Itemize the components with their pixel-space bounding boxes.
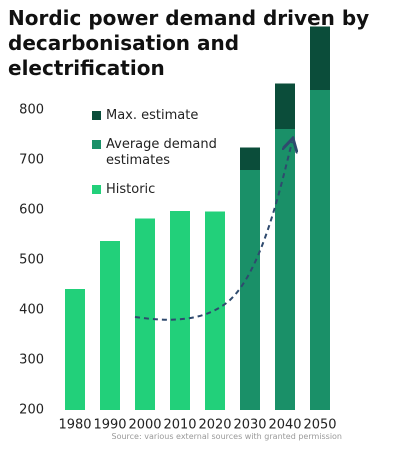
bar bbox=[170, 211, 190, 410]
bar bbox=[65, 289, 85, 410]
bar bbox=[275, 83, 295, 129]
y-tick-label: 400 bbox=[19, 303, 44, 318]
bar bbox=[275, 129, 295, 410]
x-tick-label: 2030 bbox=[233, 418, 266, 433]
x-tick-label: 2040 bbox=[268, 418, 301, 433]
bar bbox=[240, 147, 260, 170]
bar bbox=[310, 90, 330, 410]
chart-title: Nordic power demand driven by decarbonis… bbox=[8, 6, 370, 80]
legend: Max. estimate Average demand estimates His… bbox=[92, 108, 222, 211]
bar bbox=[135, 218, 155, 410]
legend-swatch bbox=[92, 185, 101, 194]
bar bbox=[240, 170, 260, 410]
legend-item: Max. estimate bbox=[92, 108, 222, 124]
x-tick-label: 2010 bbox=[163, 418, 196, 433]
trend-arrow bbox=[134, 142, 292, 321]
y-tick-label: 600 bbox=[19, 203, 44, 218]
legend-label: Max. estimate bbox=[106, 108, 199, 123]
legend-item: Historic bbox=[92, 182, 222, 198]
x-tick-label: 1990 bbox=[93, 418, 126, 433]
bar bbox=[100, 241, 120, 410]
y-tick-label: 200 bbox=[19, 403, 44, 418]
legend-swatch bbox=[92, 111, 101, 120]
x-tick-label: 2020 bbox=[198, 418, 231, 433]
y-tick-label: 500 bbox=[19, 253, 44, 268]
y-tick-label: 700 bbox=[19, 153, 44, 168]
source-note: Source: various external sources with gr… bbox=[111, 432, 343, 441]
x-tick-label: 1980 bbox=[58, 418, 91, 433]
x-tick-label: 2000 bbox=[128, 418, 161, 433]
legend-swatch bbox=[92, 140, 101, 149]
x-tick-label: 2050 bbox=[303, 418, 336, 433]
y-tick-label: 800 bbox=[19, 103, 44, 118]
legend-item: Average demand estimates bbox=[92, 137, 222, 169]
legend-label: Historic bbox=[106, 182, 156, 197]
y-tick-label: 300 bbox=[19, 353, 44, 368]
legend-label: Average demand estimates bbox=[106, 137, 217, 168]
bar bbox=[310, 26, 330, 90]
